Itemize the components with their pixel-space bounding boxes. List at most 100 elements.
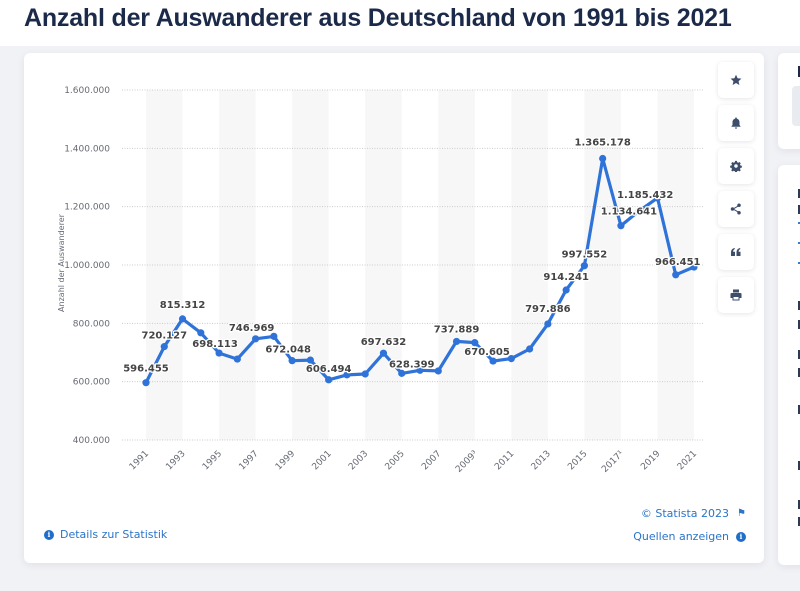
data-point[interactable] xyxy=(580,262,589,270)
share-icon xyxy=(730,203,741,215)
data-label: 672.048 xyxy=(265,345,311,356)
side-text-stub xyxy=(798,189,800,198)
y-tick-label: 1.200.000 xyxy=(64,203,110,213)
star-icon xyxy=(730,74,742,85)
side-link-stub[interactable] xyxy=(798,262,800,264)
data-label: 914.241 xyxy=(543,272,589,283)
data-label: 1.134.641 xyxy=(601,207,657,218)
x-tick-label: 2005 xyxy=(384,449,407,472)
data-label: 596.455 xyxy=(123,364,169,375)
data-point[interactable] xyxy=(635,207,643,215)
side-panel-box[interactable] xyxy=(792,86,800,126)
y-tick-label: 1.000.000 xyxy=(64,261,110,271)
data-labels: 596.455 720.127 815.312 698.113 746.969 672.0… xyxy=(122,136,702,376)
data-point[interactable] xyxy=(160,343,168,351)
data-point[interactable] xyxy=(325,376,333,384)
data-point[interactable] xyxy=(197,329,205,337)
x-tick-label: 2001 xyxy=(311,449,334,472)
data-point[interactable] xyxy=(142,379,150,387)
side-link-stub[interactable] xyxy=(798,242,800,244)
x-tick-label: 2007 xyxy=(420,449,443,472)
data-point[interactable] xyxy=(252,335,260,343)
copyright-link[interactable]: © Statista 2023 ⚑ xyxy=(641,507,746,520)
data-label: 720.127 xyxy=(141,331,187,342)
page-title: Anzahl der Auswanderer aus Deutschland v… xyxy=(24,4,732,32)
details-link[interactable]: i Details zur Statistik xyxy=(44,528,167,541)
data-point[interactable] xyxy=(507,355,515,363)
data-label: 606.494 xyxy=(306,364,352,375)
notification-button[interactable] xyxy=(718,105,754,141)
background-band xyxy=(438,90,475,440)
bell-icon xyxy=(731,117,741,129)
data-label: 697.632 xyxy=(361,337,407,348)
data-point[interactable] xyxy=(526,345,534,353)
quote-icon xyxy=(731,248,741,256)
data-point[interactable] xyxy=(544,320,552,328)
data-point[interactable] xyxy=(416,366,424,374)
background-band xyxy=(365,90,402,440)
data-point[interactable] xyxy=(361,370,369,378)
data-point[interactable] xyxy=(617,222,625,230)
y-tick-label: 1.400.000 xyxy=(64,144,110,154)
x-tick-label: 1999 xyxy=(274,449,297,472)
data-label: 628.399 xyxy=(389,359,435,370)
cite-button[interactable] xyxy=(718,234,754,270)
side-text-stub xyxy=(798,500,800,509)
data-point[interactable] xyxy=(653,194,662,202)
side-text-stub xyxy=(798,405,800,414)
details-label: Details zur Statistik xyxy=(60,528,168,541)
data-point[interactable] xyxy=(215,349,223,357)
side-text-stub xyxy=(798,461,800,470)
x-tick-label: 2015 xyxy=(566,449,589,472)
flag-icon: ⚑ xyxy=(737,508,746,519)
gridlines xyxy=(122,89,704,441)
data-point[interactable] xyxy=(343,371,351,379)
data-point[interactable] xyxy=(599,154,607,163)
data-point[interactable] xyxy=(178,315,187,323)
side-text-stub xyxy=(798,205,800,214)
data-point[interactable] xyxy=(471,339,479,347)
data-point[interactable] xyxy=(452,337,461,346)
y-axis-label: Anzahl der Auswanderer xyxy=(57,213,66,312)
data-point[interactable] xyxy=(233,355,241,363)
data-point[interactable] xyxy=(562,286,570,294)
chart-toolbar xyxy=(712,62,760,320)
side-text-stub xyxy=(798,368,800,377)
x-tick-label: 2017¹ xyxy=(600,449,626,475)
data-label: 966.451 xyxy=(655,257,701,268)
y-tick-label: 600.000 xyxy=(73,378,110,388)
data-label: 797.886 xyxy=(525,304,571,315)
x-tick-label: 1995 xyxy=(201,449,224,472)
data-point[interactable] xyxy=(379,349,388,357)
side-text-stub xyxy=(798,301,800,310)
x-tick-label: 2003 xyxy=(347,449,370,472)
data-point[interactable] xyxy=(434,367,442,375)
settings-button[interactable] xyxy=(718,148,754,184)
x-tick-label: 2011 xyxy=(493,449,516,472)
info-icon: i xyxy=(44,529,54,540)
favorite-button[interactable] xyxy=(718,62,754,98)
data-point[interactable] xyxy=(672,271,680,279)
share-button[interactable] xyxy=(718,191,754,227)
data-point[interactable] xyxy=(270,332,278,340)
info-icon: i xyxy=(736,531,746,542)
print-button[interactable] xyxy=(718,277,754,313)
y-tick-label: 400.000 xyxy=(73,436,110,446)
data-label: 746.969 xyxy=(229,323,275,334)
data-point[interactable] xyxy=(398,369,406,377)
side-text-stub xyxy=(798,350,800,359)
data-label: 670.605 xyxy=(464,347,510,358)
y-axis-ticks: 400.000 600.000 800.000 1.000.000 1.200.000 1… xyxy=(64,86,110,446)
side-link-stub[interactable] xyxy=(798,222,800,224)
data-point[interactable] xyxy=(690,263,698,271)
x-tick-label: 2019 xyxy=(639,449,662,472)
data-point[interactable] xyxy=(288,357,296,365)
line-chart: 400.000 600.000 800.000 1.000.000 1.200.000 1… xyxy=(57,86,704,475)
x-tick-label: 2013 xyxy=(530,449,553,472)
data-point[interactable] xyxy=(489,357,497,365)
gear-icon xyxy=(730,160,742,172)
data-point[interactable] xyxy=(306,356,314,364)
sources-link[interactable]: Quellen anzeigen i xyxy=(633,530,746,543)
x-tick-label: 2009³ xyxy=(454,449,480,475)
side-text-stub xyxy=(798,517,800,526)
